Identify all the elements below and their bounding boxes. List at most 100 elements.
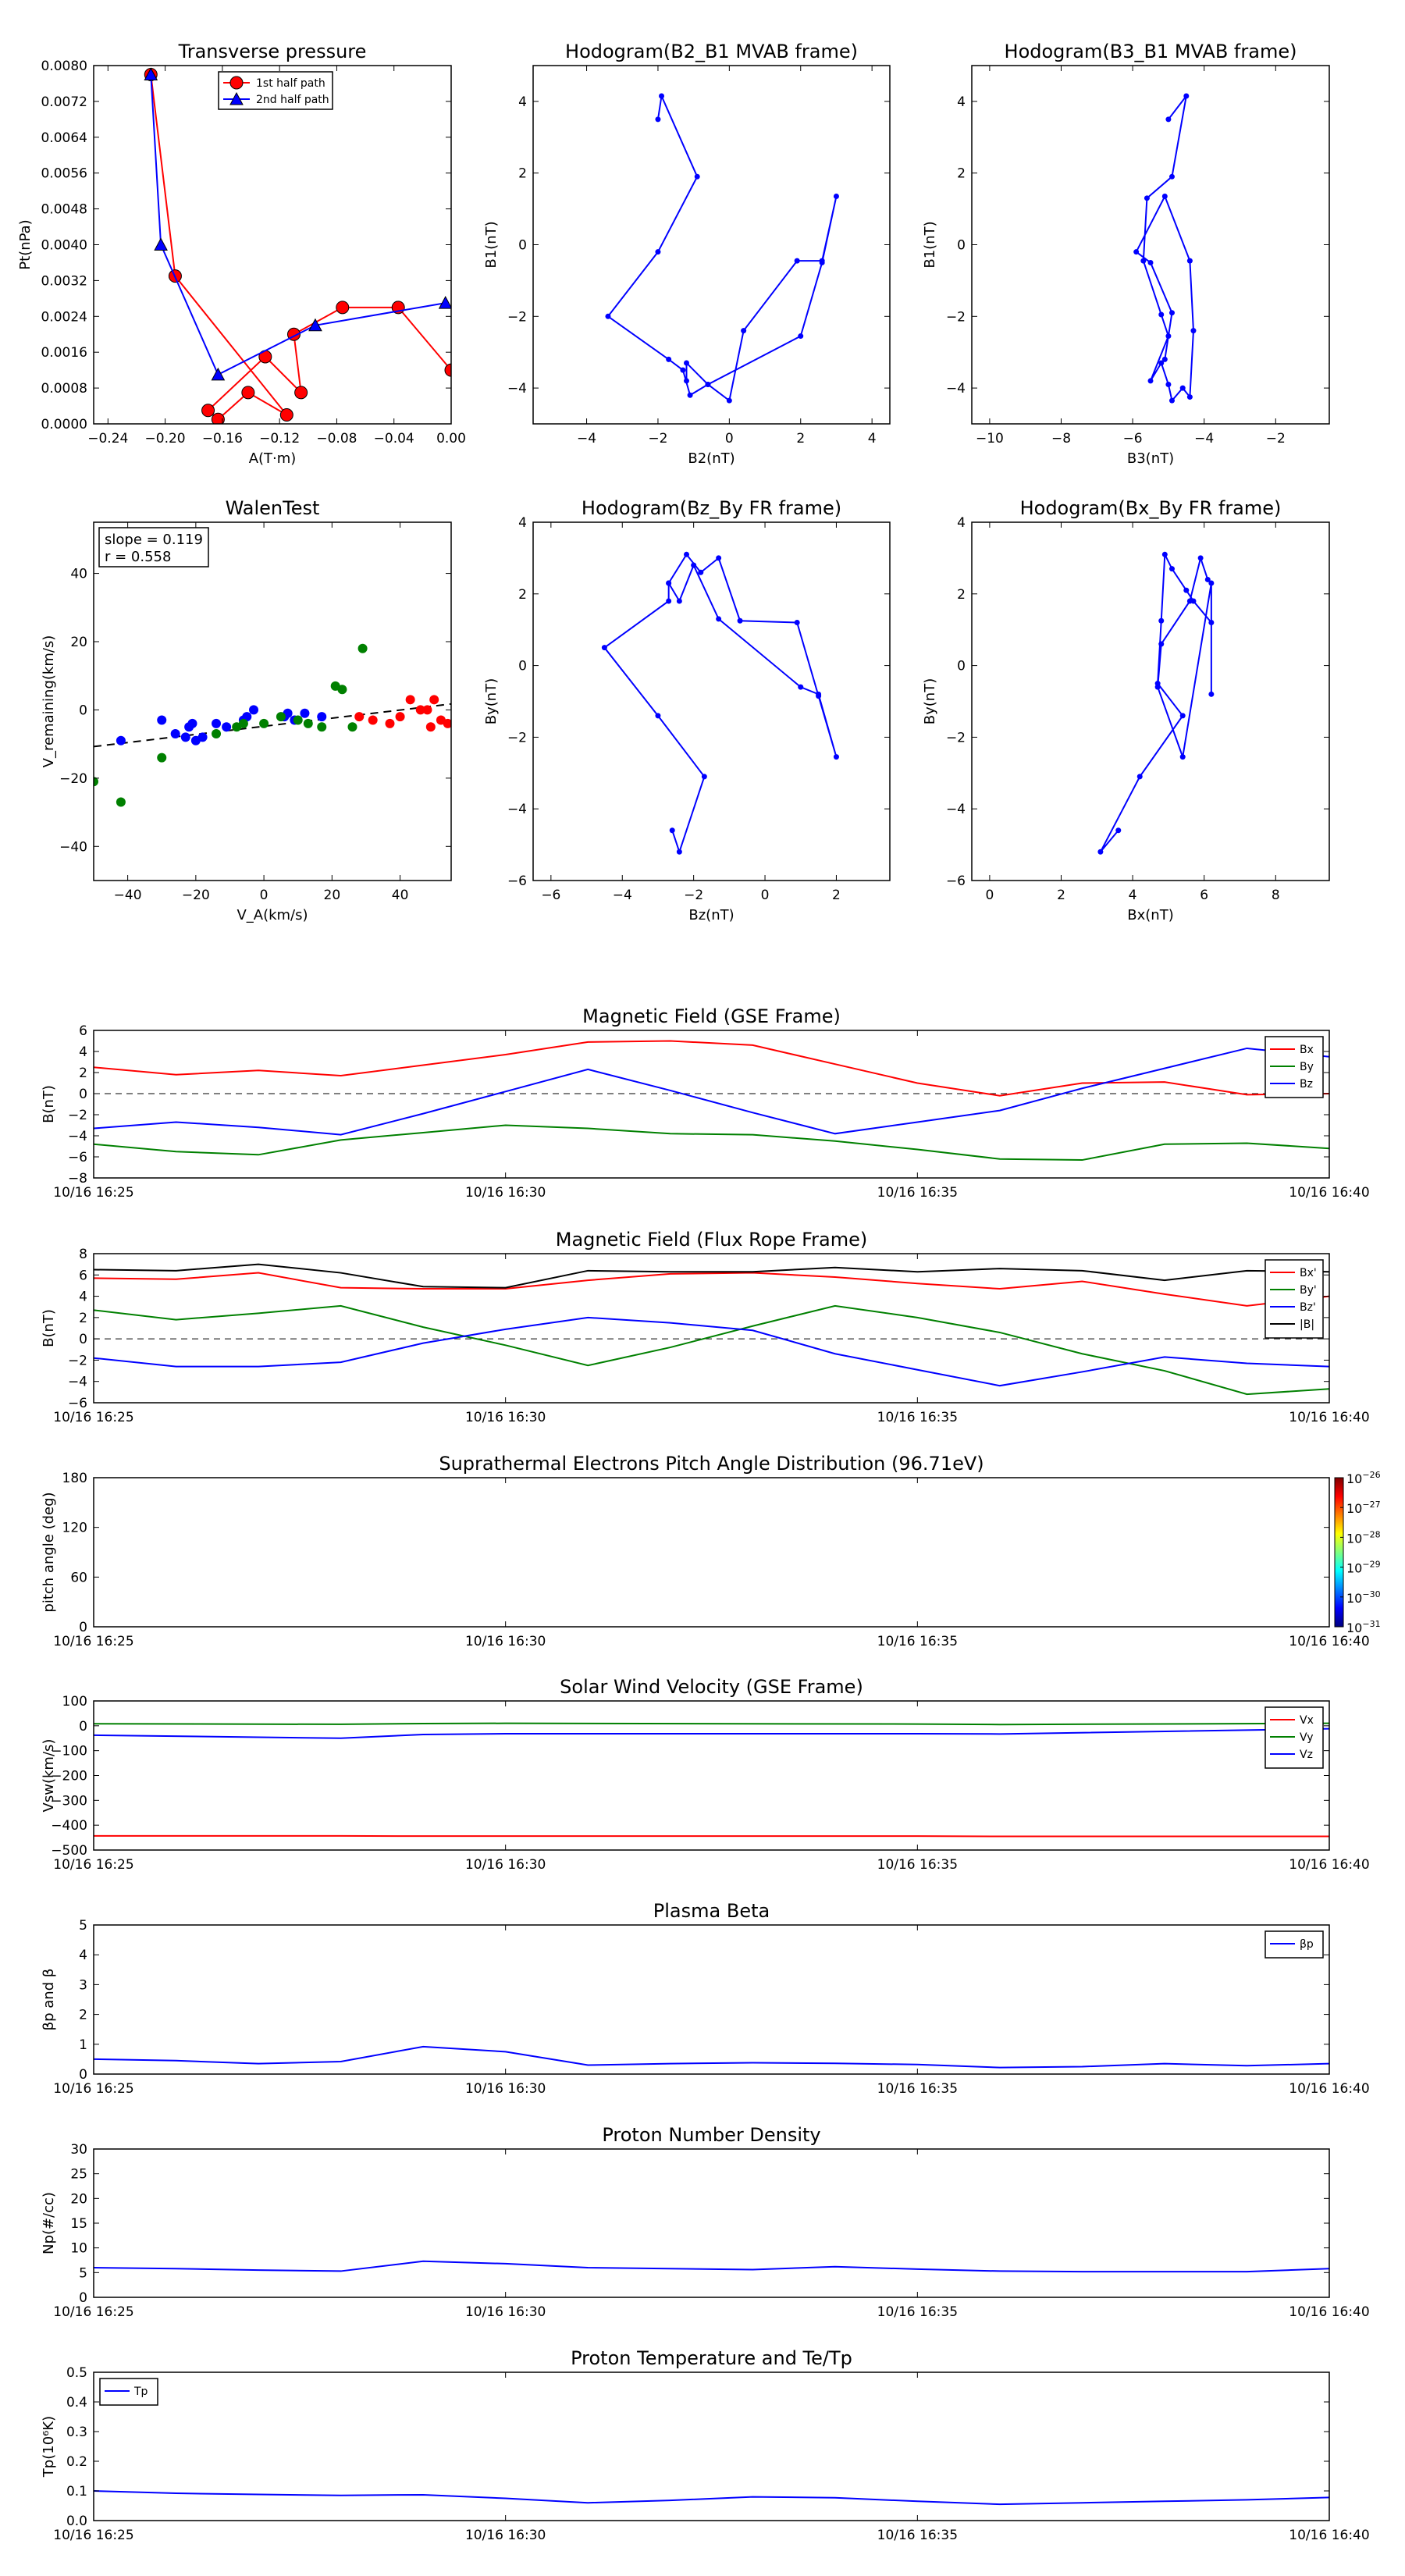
data-point <box>705 382 711 388</box>
plot-frame <box>532 521 891 881</box>
data-point <box>1158 617 1165 624</box>
scatter-point <box>212 729 222 739</box>
chart-plasma_beta: 0 1 2 3 4 5 10/16 16:25 10/16 16:30 10/16 16:35 1… <box>41 1900 1370 2097</box>
scatter-point <box>317 722 327 732</box>
data-point <box>444 363 451 377</box>
series-line <box>94 1834 1329 1838</box>
data-point <box>794 258 800 264</box>
scatter-point <box>276 712 286 722</box>
y-tick-label: 180 <box>62 1471 87 1486</box>
y-tick-label: 2 <box>957 587 966 603</box>
data-point <box>1158 641 1165 647</box>
data-point <box>687 392 693 398</box>
data-point <box>1161 551 1168 557</box>
data-point <box>1183 93 1190 99</box>
y-tick-label: 2 <box>957 166 966 182</box>
scatter-point <box>415 705 425 715</box>
x-tick-label: −6 <box>1123 431 1143 447</box>
plot-area <box>94 1040 1329 1162</box>
chart-title: Hodogram(B3_B1 MVAB frame) <box>1005 41 1297 62</box>
data-point <box>1197 555 1204 561</box>
scatter-point <box>238 718 248 728</box>
data-point <box>1147 378 1154 384</box>
y-tick-label: 0.0064 <box>41 130 87 146</box>
y-tick-label: 0.1 <box>66 2484 87 2500</box>
y-tick-label: 120 <box>62 1521 87 1536</box>
y-axis-label: V_remaining(km/s) <box>41 635 57 768</box>
series-line <box>94 1124 1329 1162</box>
data-point <box>655 249 661 255</box>
data-point <box>816 691 822 697</box>
y-tick-label: 0 <box>79 1719 87 1735</box>
x-tick-label: 10/16 16:40 <box>1289 1634 1369 1649</box>
x-tick-label: 10/16 16:35 <box>877 1410 958 1425</box>
data-point <box>684 378 690 384</box>
plot-area <box>94 1478 1329 1627</box>
data-point <box>1140 258 1147 264</box>
y-tick-label: −2 <box>946 309 966 325</box>
data-point <box>655 713 661 719</box>
x-tick-label: 8 <box>1272 888 1280 903</box>
legend: Vx Vy Vz <box>1264 1706 1324 1769</box>
x-tick-label: 10/16 16:35 <box>877 1185 958 1201</box>
legend-label: Bx' <box>1300 1267 1317 1279</box>
data-point <box>691 562 697 568</box>
x-tick-label: 10/16 16:25 <box>53 2081 133 2097</box>
x-tick-label: 10/16 16:30 <box>465 1185 546 1201</box>
y-tick-label: −300 <box>51 1793 87 1809</box>
chart-hodogram_b3_b1: −4 −2 0 2 4 −10 −8 −6 −4 −2 Hodogram(B3_B1 MVAB fr… <box>922 41 1330 467</box>
x-tick-label: 2 <box>832 888 841 903</box>
y-tick-label: 0.4 <box>66 2395 87 2411</box>
y-tick-label: 0 <box>518 659 527 674</box>
plot-area <box>94 1722 1329 1838</box>
colorbar-gradient <box>1334 1477 1344 1628</box>
plot-frame <box>93 65 452 425</box>
scatter-point <box>249 705 259 715</box>
y-axis-label: Tp(10⁶K) <box>41 2416 57 2478</box>
data-point <box>1144 195 1150 201</box>
y-tick-label: 2 <box>79 1311 87 1326</box>
data-point <box>655 116 661 123</box>
series-line <box>94 1727 1329 1739</box>
plot-frame <box>93 1924 1330 2075</box>
data-point <box>438 296 451 309</box>
y-tick-label: −2 <box>946 730 966 745</box>
x-tick-label: −8 <box>1051 431 1071 447</box>
x-tick-label: −0.20 <box>145 431 186 447</box>
x-tick-label: −2 <box>1266 431 1286 447</box>
data-point <box>659 93 665 99</box>
y-tick-label: −4 <box>68 1129 87 1144</box>
x-tick-label: 2 <box>796 431 805 447</box>
data-point <box>833 754 839 760</box>
y-axis-label: βp and β <box>41 1969 57 2031</box>
y-tick-label: −200 <box>51 1769 87 1784</box>
y-tick-label: 0.0080 <box>41 59 87 74</box>
y-tick-label: 4 <box>957 515 966 531</box>
x-axis-label: V_A(km/s) <box>237 907 308 923</box>
y-tick-label: 0.0032 <box>41 273 87 289</box>
data-point <box>1186 394 1193 400</box>
plot-area <box>94 2490 1329 2506</box>
legend-label: Bx <box>1300 1044 1314 1056</box>
y-tick-label: −4 <box>946 381 966 397</box>
y-tick-label: 1 <box>79 2037 87 2053</box>
scatter-point <box>443 718 451 728</box>
data-point <box>819 259 825 265</box>
plot-frame <box>93 1253 1330 1404</box>
data-point <box>211 412 225 424</box>
data-point <box>1208 620 1215 626</box>
series-line <box>150 74 451 421</box>
x-tick-label: 10/16 16:30 <box>465 1857 546 1873</box>
scatter-point <box>197 732 208 742</box>
y-tick-label: −6 <box>68 1150 87 1165</box>
legend: 1st half path 2nd half path <box>218 71 333 110</box>
scatter-point <box>347 722 357 732</box>
scatter-point <box>354 712 365 722</box>
y-tick-label: −2 <box>68 1353 87 1368</box>
chart-mag_gse: −8 −6 −4 −2 0 2 4 6 10/16 16:25 10/16 16:30 10/16 … <box>41 1005 1370 1201</box>
y-tick-label: 6 <box>79 1023 87 1039</box>
series-line <box>603 553 838 855</box>
plot-area <box>144 67 451 424</box>
data-point <box>716 555 722 561</box>
y-tick-label: −4 <box>507 381 527 397</box>
